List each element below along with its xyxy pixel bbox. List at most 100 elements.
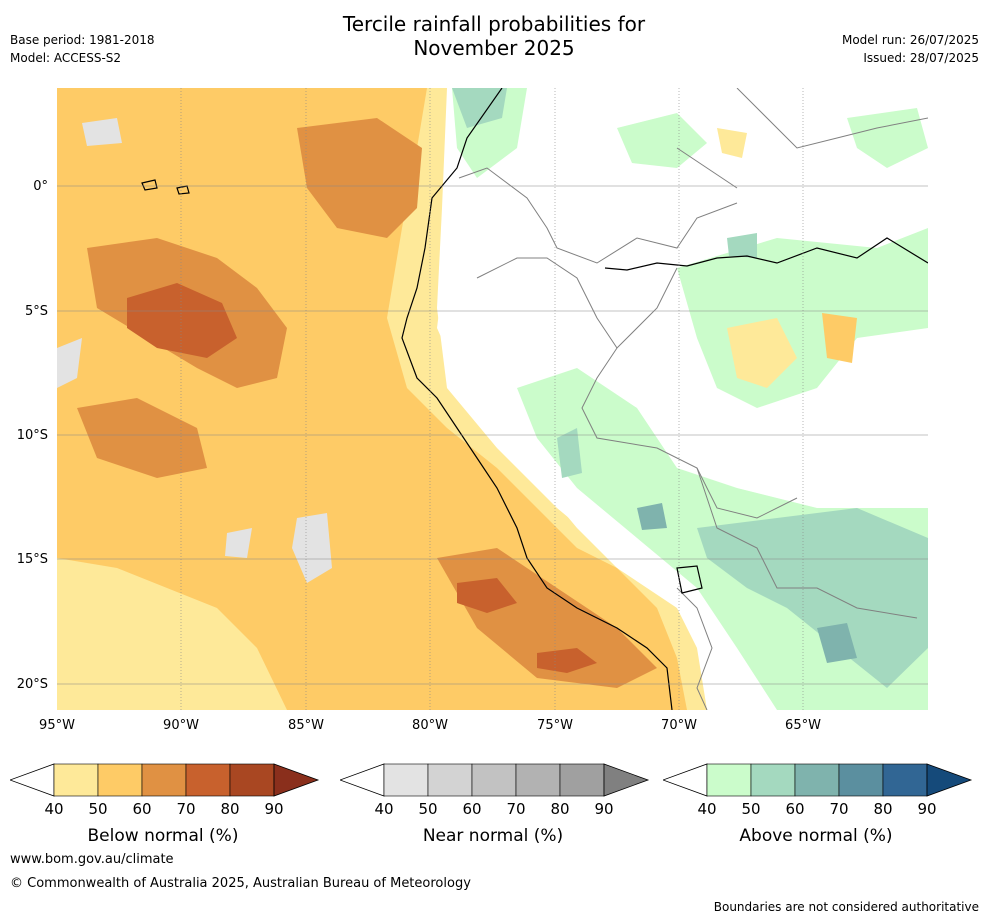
issued-date: Issued: 28/07/2025 (863, 51, 979, 65)
lon-label-85w: 85°W (288, 718, 324, 733)
colorbar-below-extend-low (8, 763, 55, 797)
probability-map (57, 88, 928, 710)
colorbar-above-extend-high (926, 763, 973, 797)
colorbar-below-label: Below normal (%) (87, 826, 239, 846)
title-line-1: Tercile rainfall probabilities for (342, 12, 646, 36)
meta-right: Model run: 26/07/2025 Issued: 28/07/2025 (842, 31, 979, 67)
border-colombia-brazil (676, 147, 738, 189)
colorbar-below-extend-high (273, 763, 320, 797)
near-normal-area (57, 338, 82, 388)
colorbar-above-seg-2 (750, 763, 796, 797)
lat-label-5s: 5°S (24, 304, 48, 319)
colorbar-above-seg-1 (706, 763, 752, 797)
border-colombia-ecuador (458, 167, 738, 264)
cbar-above-tick-50: 50 (741, 800, 761, 818)
border-bolivia (696, 467, 918, 619)
colorbar-near-extend-low (338, 763, 385, 797)
colorbar-near (338, 762, 650, 802)
base-period: Base period: 1981-2018 (10, 33, 155, 47)
model-run: Model run: 26/07/2025 (841, 33, 979, 47)
above-normal-50-area-5 (847, 108, 928, 168)
near-normal-area-3 (225, 528, 252, 558)
colorbar-below-seg-2 (97, 763, 143, 797)
near-normal-area-4 (82, 118, 122, 146)
cbar-below-tick-70: 70 (176, 800, 196, 818)
above-normal-50-area-4 (617, 113, 707, 168)
below-normal-80-area-2 (457, 578, 517, 613)
border-brazil-north (736, 88, 928, 149)
galapagos-islands (141, 179, 190, 195)
lat-label-0: 0° (33, 179, 48, 194)
colorbar-above-seg-5 (882, 763, 928, 797)
above-normal-60-area-3 (557, 428, 582, 478)
coast-south-america (401, 88, 673, 710)
colorbar-near-extend-high (603, 763, 650, 797)
cbar-near-tick-70: 70 (506, 800, 526, 818)
graticule (57, 88, 928, 710)
lon-label-95w: 95°W (39, 718, 75, 733)
country-borders (458, 88, 928, 710)
cbar-near-tick-40: 40 (374, 800, 394, 818)
colorbar-below (8, 762, 320, 802)
cbar-above-tick-80: 80 (873, 800, 893, 818)
footer-disclaimer: Boundaries are not considered authoritat… (713, 900, 979, 914)
cbar-near-tick-90: 90 (594, 800, 614, 818)
model-name: Model: ACCESS-S2 (10, 51, 122, 65)
amazon-river (604, 237, 928, 271)
above-normal-60-area (697, 508, 928, 688)
colorbar-below-seg-1 (53, 763, 99, 797)
colorbar-above (661, 762, 973, 802)
lon-label-80w: 80°W (412, 718, 448, 733)
colorbar-above-svg (661, 763, 973, 797)
near-normal-area-2 (292, 513, 332, 583)
below-normal-60-area (57, 88, 687, 710)
colorbar-near-seg-2 (427, 763, 473, 797)
cbar-above-tick-70: 70 (829, 800, 849, 818)
footer-copyright: © Commonwealth of Australia 2025, Austra… (10, 876, 471, 891)
cbar-below-tick-60: 60 (132, 800, 152, 818)
lake-titicaca (676, 565, 703, 594)
title-line-2: November 2025 (413, 36, 575, 60)
cbar-near-tick-60: 60 (462, 800, 482, 818)
colorbar-above-seg-4 (838, 763, 884, 797)
cbar-near-tick-50: 50 (418, 800, 438, 818)
colorbar-near-seg-1 (383, 763, 429, 797)
colorbar-near-seg-5 (559, 763, 605, 797)
lat-label-15s: 15°S (16, 552, 48, 567)
colorbar-below-seg-4 (185, 763, 231, 797)
map-svg (57, 88, 928, 710)
cbar-below-tick-40: 40 (44, 800, 64, 818)
below-normal-80-area (127, 283, 237, 358)
colorbar-below-seg-5 (229, 763, 275, 797)
cbar-below-tick-50: 50 (88, 800, 108, 818)
lon-label-65w: 65°W (785, 718, 821, 733)
above-normal-70-area (637, 503, 667, 530)
coastline (141, 88, 928, 710)
cbar-below-tick-80: 80 (220, 800, 240, 818)
cbar-above-tick-60: 60 (785, 800, 805, 818)
colorbar-near-svg (338, 763, 650, 797)
cbar-above-tick-40: 40 (697, 800, 717, 818)
above-normal-60-area-4 (727, 233, 757, 258)
colorbar-near-label: Near normal (%) (422, 826, 564, 846)
border-peru-brazil (581, 347, 798, 519)
below-normal-inland-area-3 (717, 128, 747, 158)
above-normal-60-area-2 (452, 88, 507, 128)
below-normal-inland-area (727, 318, 797, 388)
lat-label-10s: 10°S (16, 428, 48, 443)
below-normal-70-area-2 (297, 118, 422, 238)
colorbar-near-seg-4 (515, 763, 561, 797)
lat-label-20s: 20°S (16, 677, 48, 692)
lon-label-70w: 70°W (661, 718, 697, 733)
map-title: Tercile rainfall probabilities for Novem… (0, 12, 988, 60)
colorbar-above-seg-3 (794, 763, 840, 797)
lon-label-75w: 75°W (537, 718, 573, 733)
colorbar-above-extend-low (661, 763, 708, 797)
footer-url[interactable]: www.bom.gov.au/climate (10, 852, 174, 867)
below-normal-inland-area-2 (822, 313, 857, 363)
meta-left: Base period: 1981-2018 Model: ACCESS-S2 (10, 31, 155, 67)
colorbar-near-seg-3 (471, 763, 517, 797)
above-normal-70-area-2 (817, 623, 857, 663)
below-normal-70-area-3 (77, 398, 207, 478)
colorbar-below-seg-3 (141, 763, 187, 797)
